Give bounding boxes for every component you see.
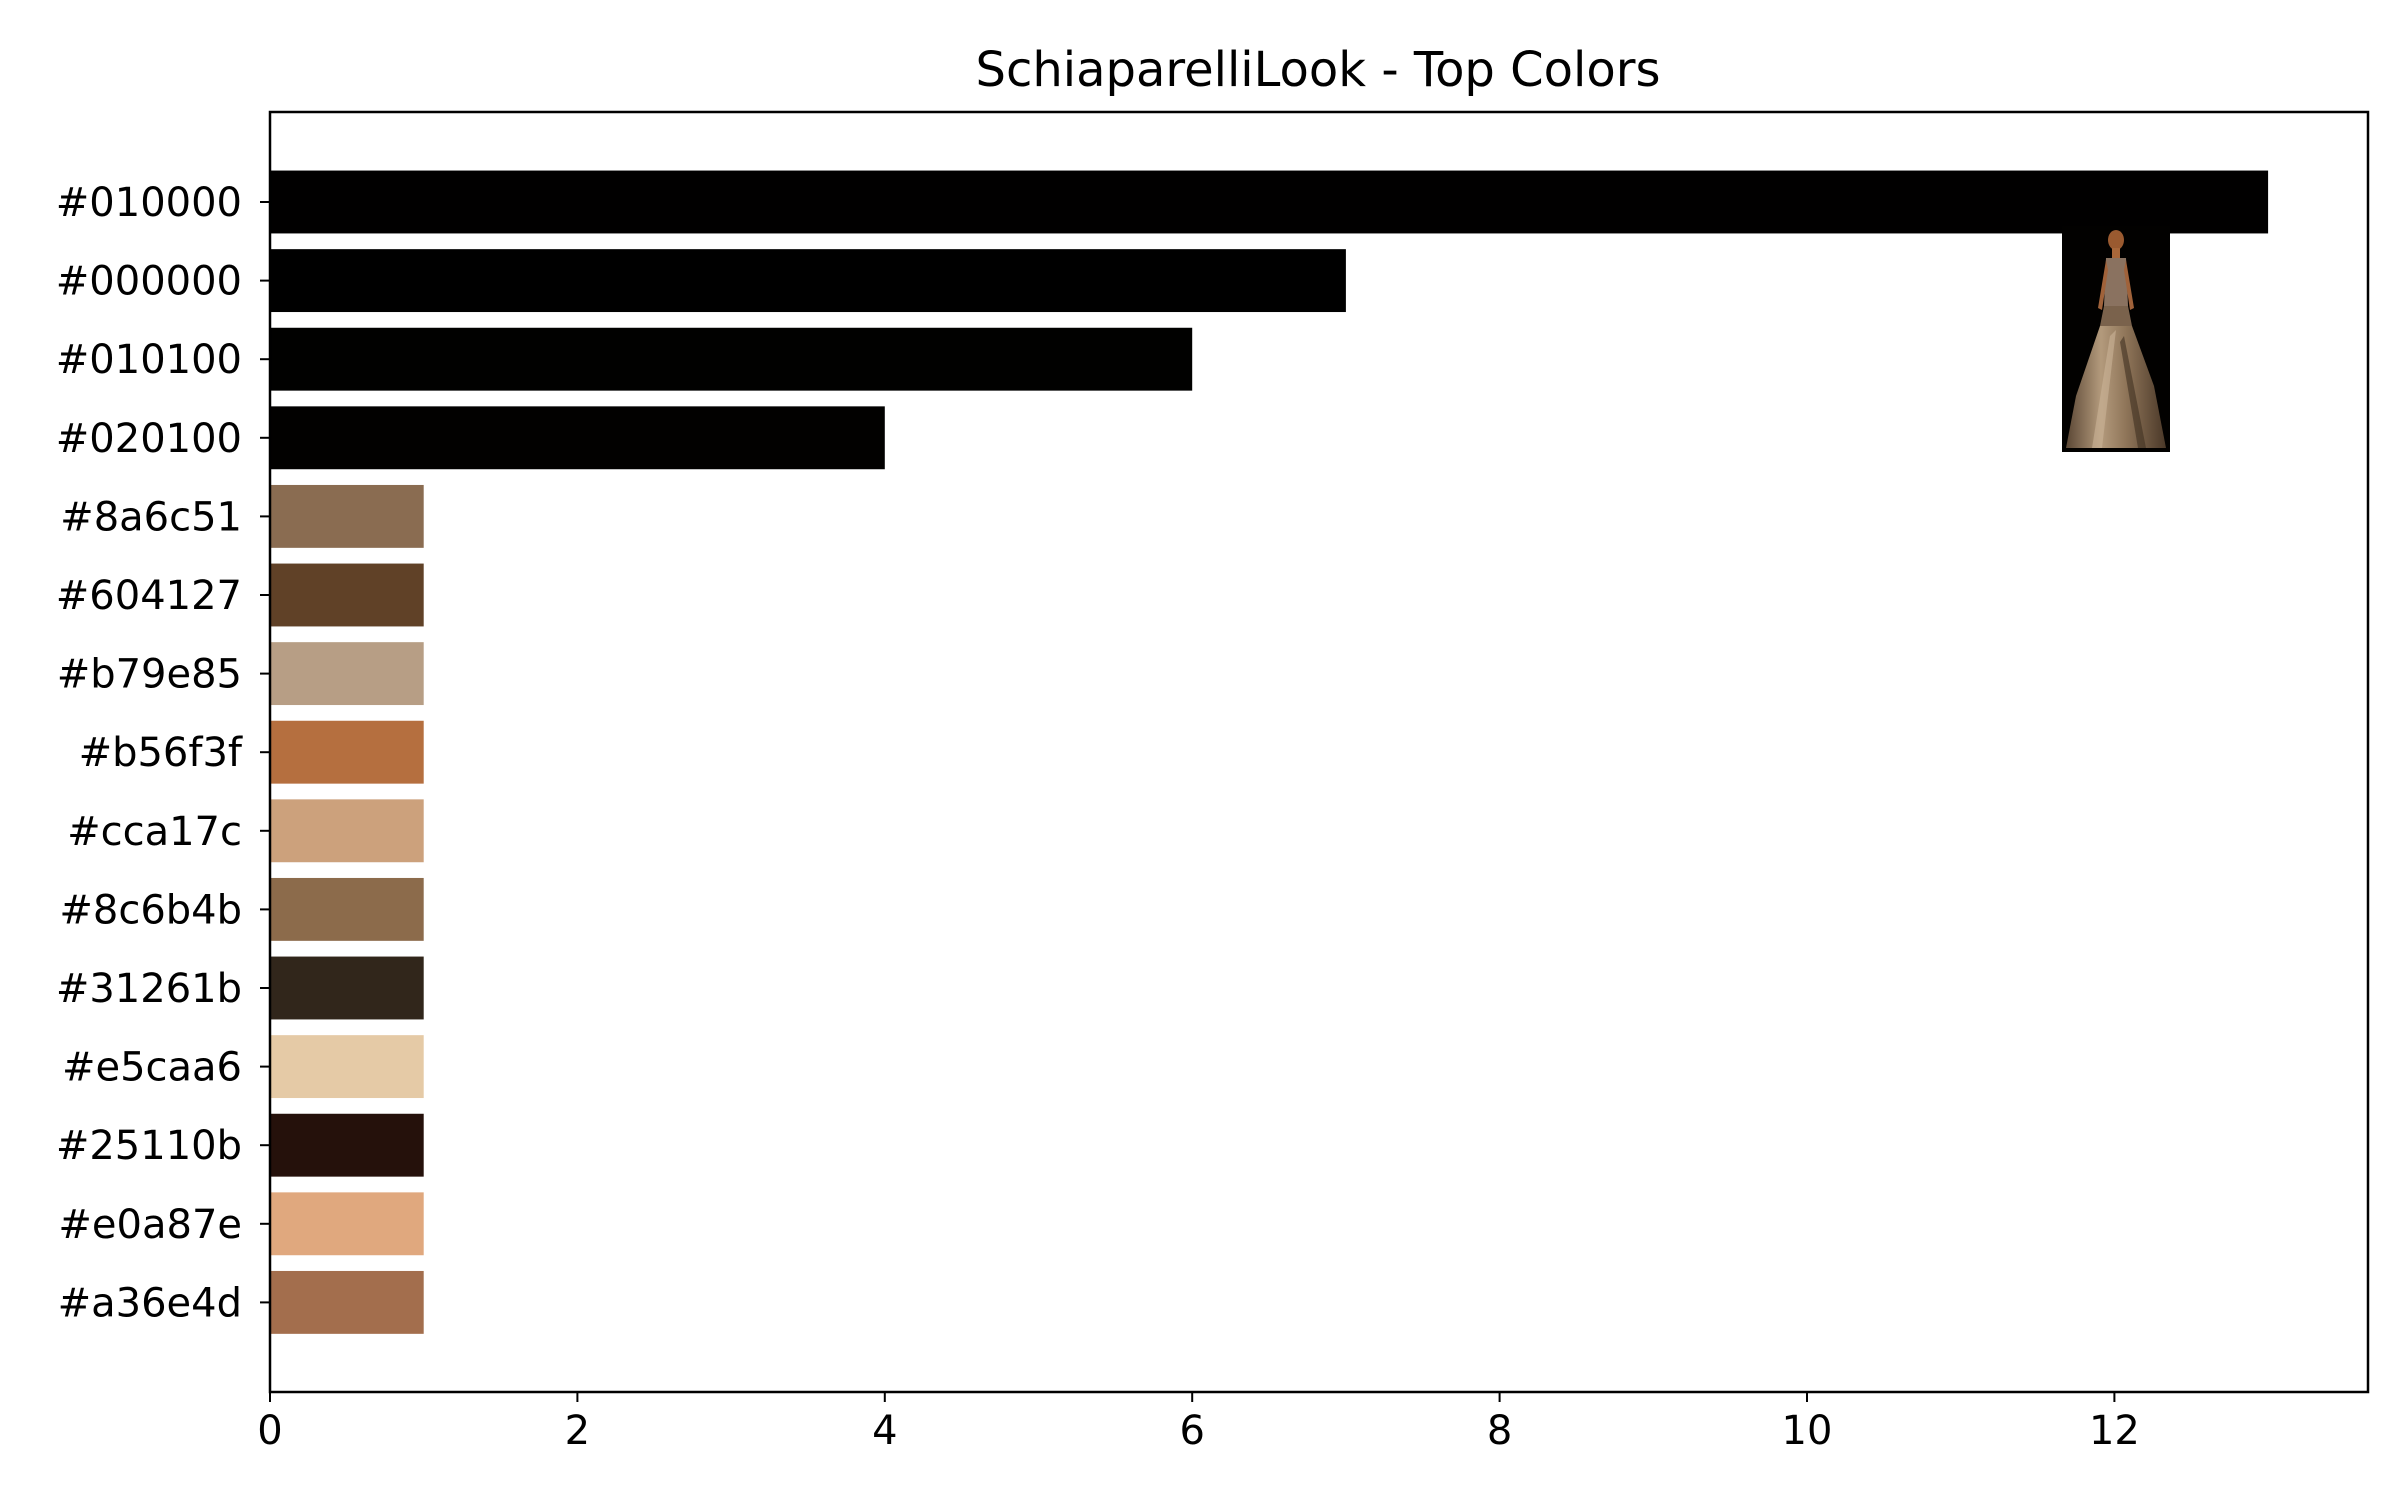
bar-b56f3f [270,720,424,784]
runway-look-thumbnail [2062,226,2170,452]
y-tick-label: #e0a87e [58,1202,242,1248]
y-tick-label: #010000 [56,180,242,226]
bar-31261b [270,956,424,1020]
y-tick-label: #b79e85 [57,652,242,698]
y-tick-label: #e5caa6 [62,1045,242,1091]
bar-8c6b4b [270,877,424,941]
bar-a36e4d [270,1270,424,1334]
y-tick-label: #000000 [56,259,242,305]
y-tick-label: #25110b [56,1123,242,1169]
bar-010100 [270,327,1193,391]
y-tick-label: #020100 [56,416,242,462]
x-tick-label: 4 [872,1408,897,1454]
y-tick-label: #604127 [56,573,242,619]
bar-000000 [270,249,1346,313]
y-tick-label: #010100 [56,337,242,383]
y-tick-label: #31261b [56,966,242,1012]
bar-010000 [270,170,2269,234]
y-tick-label: #8c6b4b [59,887,242,933]
bar-b79e85 [270,642,424,706]
chart-title: SchiaparelliLook - Top Colors [976,42,1661,98]
bar-8a6c51 [270,484,424,548]
bar-e5caa6 [270,1035,424,1099]
bar-020100 [270,406,885,470]
y-tick-label: #8a6c51 [60,494,242,540]
x-tick-label: 10 [1782,1408,1833,1454]
x-tick-label: 2 [565,1408,590,1454]
x-tick-label: 6 [1179,1408,1204,1454]
bar-cca17c [270,799,424,863]
x-tick-label: 12 [2089,1408,2140,1454]
x-tick-label: 0 [257,1408,282,1454]
bar-25110b [270,1113,424,1177]
bar-604127 [270,563,424,627]
plot-frame [268,110,2370,1394]
bars-group [270,170,2269,1334]
y-tick-label: #b56f3f [79,730,243,776]
y-tick-label: #a36e4d [58,1280,242,1326]
y-tick-label: #cca17c [67,809,242,855]
x-ticks-group: 0 2 4 6 8 10 12 [257,1392,2140,1454]
x-tick-label: 8 [1487,1408,1512,1454]
y-ticks-group: #010000 #000000 #010100 #020100 #8a6c51 #6041… [56,180,270,1326]
bar-e0a87e [270,1192,424,1256]
